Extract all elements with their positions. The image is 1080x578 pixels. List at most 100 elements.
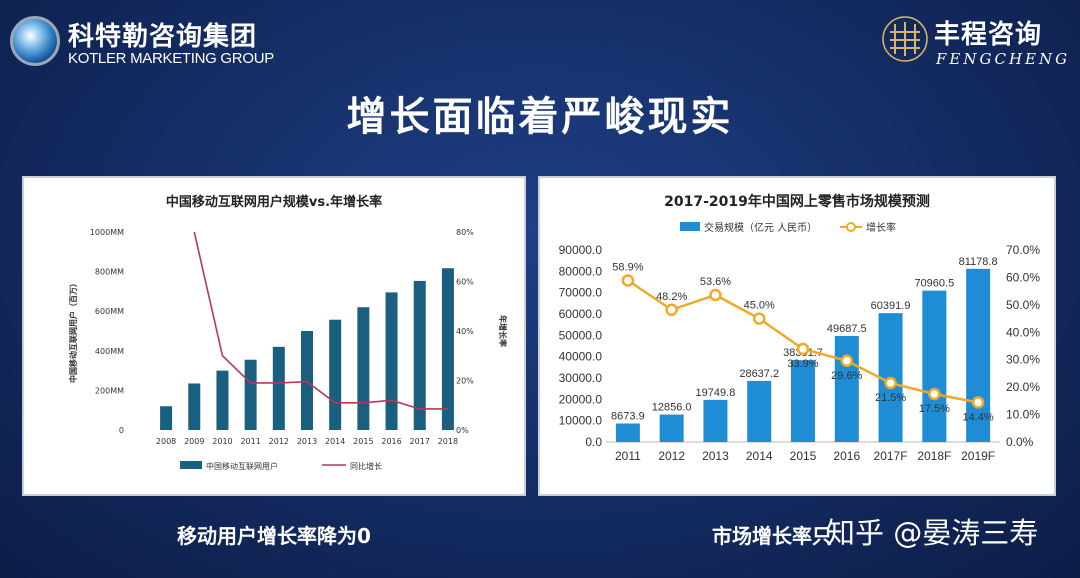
zhihu-watermark: 知乎 @晏涛三寿 (826, 516, 1039, 550)
y-tick-label: 0.0 (585, 435, 602, 449)
y2-tick-label: 40.0% (1006, 325, 1040, 339)
bar (834, 336, 859, 442)
growth-rate-label: 21.5% (875, 392, 906, 404)
x-tick-label: 2012 (658, 449, 685, 463)
x-tick-label: 2008 (156, 437, 176, 446)
legend-label-rate: 增长率 (866, 221, 896, 234)
bar (747, 380, 772, 442)
legend-label-volume: 交易规模（亿元 人民币） (704, 221, 817, 234)
bar-value-label: 81178.8 (959, 256, 998, 268)
y-tick-label: 70000.0 (559, 286, 603, 300)
bar-value-label: 49687.5 (827, 323, 867, 335)
y-tick-label: 200MM (95, 386, 124, 395)
x-tick-label: 2018F (917, 449, 951, 463)
growth-rate-label: 53.6% (700, 276, 731, 288)
growth-rate-point (752, 312, 766, 325)
mobile-users-chart-panel: 中国移动互联网用户规模vs.年增长率 0 200MM 400MM 600MM 800MM 1… (22, 176, 526, 496)
y2-tick-label: 0.0% (1006, 435, 1034, 449)
growth-rate-label: 14.4% (963, 412, 994, 424)
online-retail-chart-panel: 2017-2019年中国网上零售市场规模预测交易规模（亿元 人民币） 增长率 0.0… (538, 176, 1056, 496)
growth-rate-point (621, 274, 635, 287)
y-tick-label: 600MM (95, 307, 124, 316)
x-tick-label: 2013 (702, 449, 729, 463)
growth-rate-point (884, 376, 897, 390)
growth-rate-point (928, 387, 941, 401)
y-tick-label: 30000.0 (559, 371, 603, 385)
kotler-globe-icon (10, 16, 60, 66)
kotler-logo: 科特勒咨询集团 KOTLER MARKETING GROUP (10, 10, 274, 70)
growth-line (193, 231, 448, 410)
legend-label-users: 中国移动互联网用户 (206, 461, 278, 471)
fengcheng-seal-icon (882, 16, 928, 62)
y2-tick-label: 60% (456, 278, 474, 287)
growth-rate-label: 48.2% (656, 291, 687, 303)
y2-tick-label: 40% (456, 327, 474, 336)
growth-rate-point (840, 354, 854, 368)
bar (413, 280, 426, 430)
growth-rate-label: 58.9% (612, 261, 643, 273)
bar (216, 370, 229, 430)
x-tick-label: 2011 (240, 437, 260, 446)
y2-tick-label: 30.0% (1006, 353, 1040, 367)
y2-tick-label: 0% (456, 426, 469, 435)
chart-title: 中国移动互联网用户规模vs.年增长率 (166, 194, 382, 210)
x-tick-label: 2018 (438, 437, 458, 446)
x-tick-label: 2014 (325, 437, 345, 446)
growth-rate-label: 29.6% (831, 370, 862, 382)
x-tick-label: 2014 (746, 449, 773, 463)
bar-value-label: 60391.9 (871, 300, 911, 312)
y-tick-label: 800MM (95, 268, 124, 277)
x-tick-label: 2019F (961, 449, 995, 463)
y2-tick-label: 70.0% (1006, 243, 1040, 257)
fengcheng-logo-cn: 丰程咨询 (934, 20, 1043, 50)
mobile-users-chart: 中国移动互联网用户规模vs.年增长率 0 200MM 400MM 600MM 800MM 1… (68, 194, 508, 471)
legend-swatch-users (180, 461, 202, 469)
growth-rate-label: 33.9% (787, 358, 818, 370)
x-tick-label: 2011 (615, 449, 641, 463)
bar (357, 307, 370, 430)
page-title: 增长面临着严峻现实 (346, 94, 734, 140)
legend-label-growth: 同比增长 (350, 461, 382, 471)
bar-value-label: 28637.2 (739, 368, 779, 380)
kotler-logo-en: KOTLER MARKETING GROUP (68, 50, 274, 67)
y-tick-label: 1000MM (90, 228, 124, 237)
x-tick-label: 2013 (297, 437, 317, 446)
kotler-logo-cn: 科特勒咨询集团 (68, 22, 258, 52)
y2-tick-label: 10.0% (1006, 408, 1040, 422)
bar (188, 383, 201, 430)
x-tick-label: 2012 (269, 437, 289, 446)
y2-tick-label: 80% (456, 228, 474, 237)
x-tick-label: 2016 (833, 449, 860, 463)
legend-marker-rate (846, 222, 856, 232)
y-tick-label: 20000.0 (559, 392, 603, 406)
bar-value-label: 19749.8 (696, 387, 736, 399)
caption-left: 移动用户增长率降为0 (177, 524, 371, 548)
x-tick-label: 2010 (212, 437, 232, 446)
y-tick-label: 80000.0 (559, 264, 603, 278)
y-tick-label: 0 (119, 426, 124, 435)
growth-rate-point (665, 303, 678, 317)
y2-tick-label: 50.0% (1006, 298, 1040, 312)
x-tick-label: 2015 (790, 449, 817, 463)
x-tick-label: 2015 (353, 437, 373, 446)
growth-rate-label: 45.0% (744, 300, 775, 312)
y2-tick-label: 20.0% (1006, 380, 1040, 394)
x-tick-label: 2017F (874, 449, 908, 463)
bar (791, 360, 815, 442)
bar (659, 414, 684, 442)
legend-swatch-volume (680, 222, 700, 231)
growth-rate-point (709, 288, 722, 302)
bar-value-label: 70960.5 (914, 278, 954, 290)
bar (615, 423, 640, 442)
bar (329, 319, 342, 430)
y-tick-label: 10000.0 (559, 414, 603, 428)
y2-axis-label: 年增长率 (498, 315, 508, 347)
chart-title: 2017-2019年中国网上零售市场规模预测 (664, 193, 930, 210)
y-tick-label: 50000.0 (559, 328, 603, 342)
bar-value-label: 12856.0 (652, 402, 692, 414)
growth-rate-label: 17.5% (919, 403, 950, 415)
bar (703, 399, 728, 442)
bar (966, 268, 991, 442)
x-tick-label: 2016 (381, 437, 401, 446)
